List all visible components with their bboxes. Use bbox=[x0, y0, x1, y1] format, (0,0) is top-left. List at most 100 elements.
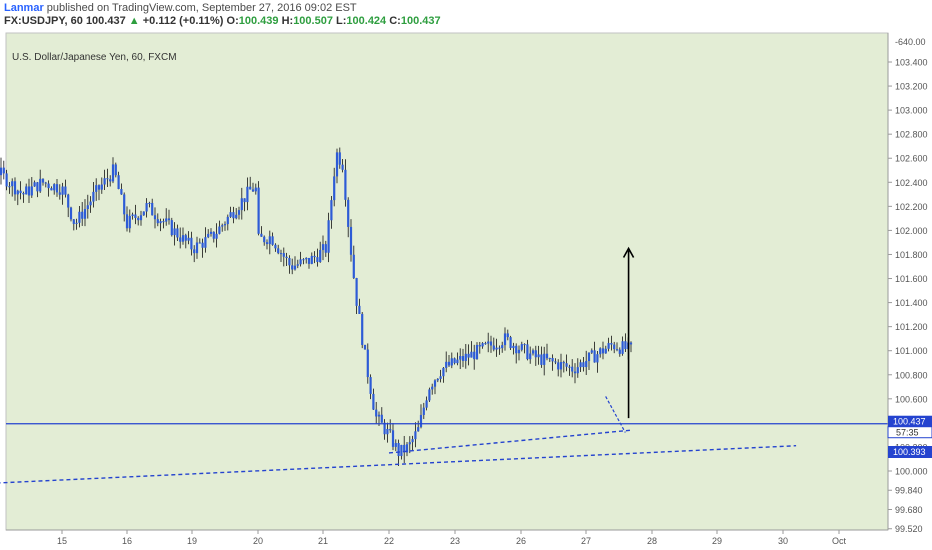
candle-body bbox=[41, 178, 45, 183]
countdown-tag-label: 57:35 bbox=[896, 428, 919, 438]
candle-body bbox=[467, 353, 470, 358]
candle-body bbox=[268, 236, 271, 245]
candle-body bbox=[125, 214, 129, 229]
candle-body bbox=[288, 258, 291, 266]
price-tick-label: 103.200 bbox=[895, 82, 928, 92]
countdown-tag bbox=[887, 426, 932, 439]
open-value: 100.439 bbox=[238, 15, 279, 27]
candle-body bbox=[582, 362, 585, 368]
candle-body bbox=[156, 219, 159, 224]
candle-body bbox=[232, 212, 235, 219]
trendline-short bbox=[388, 429, 632, 454]
target-arrow-head bbox=[622, 246, 635, 258]
time-axis[interactable]: 15 16 19 20 21 22 23 26 27 28 29 30 Oct bbox=[6, 529, 888, 546]
candle-body bbox=[414, 431, 417, 440]
candle-body bbox=[341, 164, 344, 170]
candle-body bbox=[330, 200, 333, 221]
time-tick-label: 19 bbox=[187, 536, 197, 546]
candle-body bbox=[433, 380, 437, 387]
candle-body bbox=[22, 193, 25, 195]
candle-body bbox=[461, 356, 465, 361]
candle-body bbox=[114, 164, 117, 176]
close-value: 100.437 bbox=[400, 15, 441, 27]
price-tick-label: 101.000 bbox=[895, 346, 928, 356]
candle-body bbox=[55, 184, 59, 193]
candle-body bbox=[349, 226, 353, 255]
published-text: published on TradingView.com, September … bbox=[43, 2, 357, 14]
line-price-tag-label: 100.393 bbox=[893, 447, 926, 457]
candle-body bbox=[573, 371, 577, 374]
candle-body bbox=[260, 233, 263, 237]
time-tick-label: 21 bbox=[318, 536, 328, 546]
candle-body bbox=[629, 342, 633, 345]
candle-body bbox=[361, 313, 364, 345]
candle-body bbox=[590, 350, 593, 353]
candle-body bbox=[470, 351, 473, 358]
candle-body bbox=[221, 225, 224, 227]
candle-body bbox=[380, 414, 383, 423]
candle-body bbox=[408, 442, 411, 445]
candle-body bbox=[229, 212, 232, 217]
time-tick-label: 27 bbox=[581, 536, 591, 546]
candle-body bbox=[16, 190, 19, 195]
candle-body bbox=[11, 181, 14, 187]
candle-body bbox=[512, 345, 515, 349]
candle-body bbox=[389, 428, 392, 431]
candle-body bbox=[187, 237, 190, 241]
candle-body bbox=[243, 198, 246, 203]
candle-body bbox=[344, 169, 347, 200]
candle-body bbox=[537, 354, 540, 358]
candle-body bbox=[193, 249, 196, 254]
time-tick-label: Oct bbox=[832, 536, 847, 546]
candle-body bbox=[58, 192, 61, 195]
author-link[interactable]: Lanmar bbox=[4, 2, 44, 14]
candle-body bbox=[383, 422, 386, 435]
price-tick-label: 100.800 bbox=[895, 370, 928, 380]
candle-body bbox=[571, 366, 574, 372]
candle-body bbox=[447, 361, 451, 366]
candle-body bbox=[296, 264, 299, 266]
candle-body bbox=[207, 233, 210, 238]
candle-body bbox=[131, 214, 134, 216]
candle-body bbox=[89, 201, 92, 206]
candle-body bbox=[179, 237, 182, 242]
candle-body bbox=[170, 220, 173, 236]
candle-body bbox=[310, 255, 313, 264]
change-arrow-icon: ▲ bbox=[128, 15, 140, 27]
candle-body bbox=[97, 185, 101, 190]
candle-body bbox=[579, 362, 582, 368]
candle-body bbox=[72, 219, 75, 224]
candle-body bbox=[139, 215, 143, 221]
candle-body bbox=[604, 348, 607, 354]
candle-body bbox=[394, 443, 397, 447]
candle-body bbox=[212, 231, 215, 239]
candle-body bbox=[554, 361, 557, 363]
candle-body bbox=[190, 237, 193, 250]
candle-body bbox=[25, 186, 28, 195]
candle-body bbox=[509, 337, 512, 349]
candle-body bbox=[540, 354, 543, 365]
candle-body bbox=[50, 188, 53, 191]
candle-body bbox=[277, 248, 280, 254]
price-axis[interactable]: 103.400 103.200 103.000 102.800 102.600 102.4… bbox=[887, 33, 932, 534]
candle-body bbox=[523, 344, 526, 346]
candle-body bbox=[372, 393, 375, 410]
candle-body bbox=[587, 352, 591, 362]
time-tick-label: 23 bbox=[450, 536, 460, 546]
candle-body bbox=[47, 183, 50, 189]
candle-body bbox=[531, 350, 535, 354]
candle-body bbox=[464, 353, 467, 361]
price-tick-label: 101.400 bbox=[895, 298, 928, 308]
candle-body bbox=[111, 164, 115, 182]
time-tick-label: 30 bbox=[778, 536, 788, 546]
candle-body bbox=[338, 152, 341, 165]
candle-body bbox=[279, 253, 283, 255]
time-tick-label: 16 bbox=[122, 536, 132, 546]
candle-body bbox=[534, 350, 537, 358]
candle-body bbox=[526, 344, 529, 360]
candle-body bbox=[92, 191, 95, 202]
candle-body bbox=[503, 333, 507, 346]
candle-body bbox=[307, 257, 311, 264]
